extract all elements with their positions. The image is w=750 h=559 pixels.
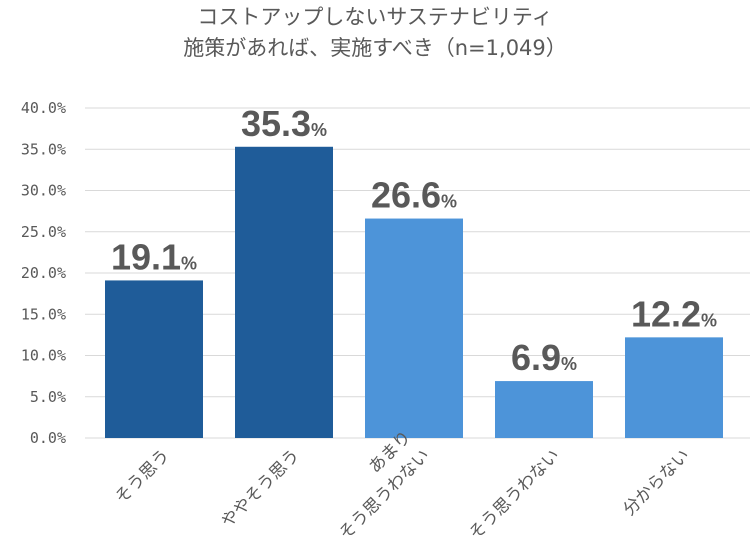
y-tick-label: 30.0% (21, 182, 66, 200)
data-labels: 19.1% 35.3% 26.6% 6.9% 12.2% (111, 103, 717, 378)
y-axis-ticks: 0.0% 5.0% 10.0% 15.0% 20.0% 25.0% 30.0% 35.0% 40… (21, 99, 66, 447)
category-label: そう思う (112, 446, 174, 508)
data-label: 12.2% (631, 293, 717, 334)
category-label: あまりそう思うわない (317, 427, 434, 544)
y-tick-label: 25.0% (21, 223, 66, 241)
bar (365, 218, 463, 438)
bar (105, 280, 203, 438)
data-label: 35.3% (241, 103, 327, 144)
y-tick-label: 15.0% (21, 305, 66, 323)
category-label: ややそう思う (218, 446, 304, 532)
chart-title-line: コストアップしないサステナビリティ (197, 5, 552, 29)
data-label: 26.6% (371, 175, 457, 216)
bar (235, 146, 333, 438)
bar (625, 337, 723, 438)
x-axis-categories: そう思う ややそう思う あまりそう思うわない そう思うわない 分からない (112, 427, 694, 544)
data-label: 6.9% (511, 337, 577, 378)
category-label: そう思うわない (465, 446, 563, 544)
data-label: 19.1% (111, 236, 197, 277)
bars (105, 146, 723, 438)
y-tick-label: 20.0% (21, 264, 66, 282)
y-tick-label: 40.0% (21, 99, 66, 117)
category-label: 分からない (620, 446, 694, 520)
y-tick-label: 0.0% (30, 429, 66, 447)
y-tick-label: 10.0% (21, 347, 66, 365)
chart-title-line: 施策があれば、実施すべき（n=1,049） (183, 36, 567, 60)
bar (495, 381, 593, 438)
y-tick-label: 35.0% (21, 140, 66, 158)
y-tick-label: 5.0% (30, 388, 66, 406)
